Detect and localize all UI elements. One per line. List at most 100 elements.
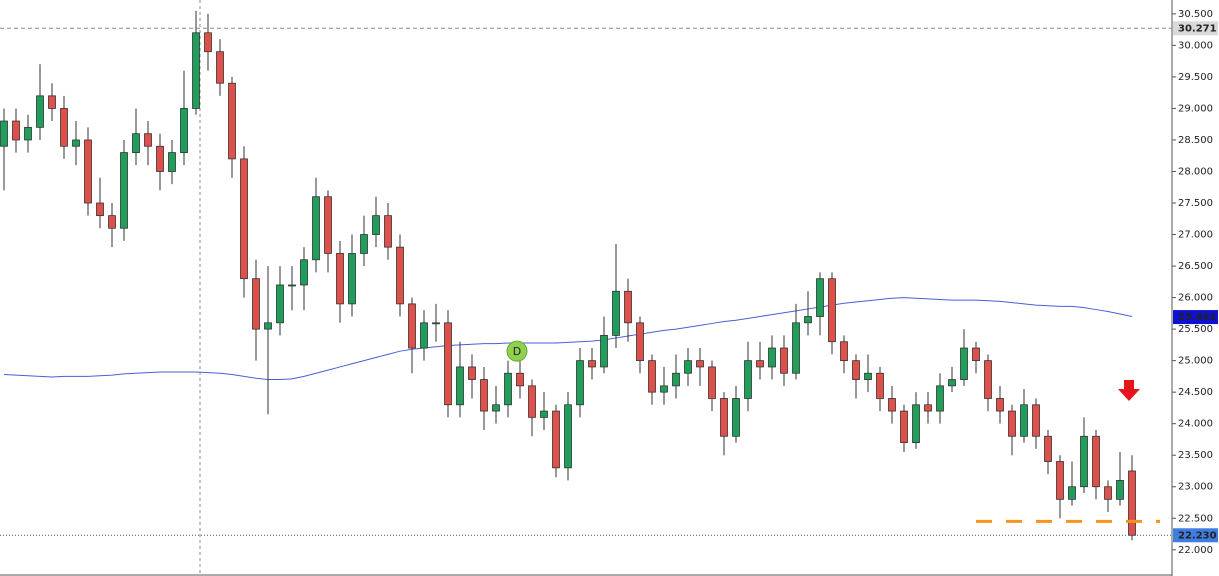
candle-body: [264, 322, 272, 330]
candle-body: [432, 322, 440, 325]
candle-body: [900, 410, 908, 443]
candle-body: [768, 347, 776, 368]
candle-body: [108, 215, 116, 229]
candle-body: [948, 379, 956, 387]
moving-average-line: [3, 297, 1133, 381]
candle-body: [804, 316, 812, 324]
candle-body: [228, 82, 236, 160]
candle-body: [48, 95, 56, 109]
candle-body: [972, 347, 980, 362]
candle-body: [444, 322, 452, 406]
candle-body: [420, 322, 428, 349]
candle-body: [276, 284, 284, 324]
candle-body: [396, 246, 404, 305]
candle-body: [564, 404, 572, 469]
candle-body: [1056, 461, 1064, 500]
y-tick-label: 30.000: [1178, 40, 1213, 51]
candle-body: [12, 120, 20, 141]
candle-body: [384, 215, 392, 248]
candle-body: [1008, 410, 1016, 437]
candle-body: [888, 398, 896, 412]
y-tick-label: 28.500: [1178, 135, 1213, 146]
candle-body: [96, 202, 104, 217]
candle-body: [1068, 486, 1076, 500]
candle-body: [372, 215, 380, 235]
price-label: 22.230: [1178, 530, 1217, 541]
candle-body: [360, 234, 368, 254]
candle-body: [732, 398, 740, 437]
event-marker-label: D: [513, 345, 521, 358]
candle-body: [936, 385, 944, 412]
y-tick-label: 27.000: [1178, 230, 1213, 241]
price-label: 30.271: [1178, 23, 1217, 34]
candle-body: [288, 284, 296, 287]
candle-body: [348, 253, 356, 305]
candle-body: [480, 379, 488, 412]
y-tick-label: 23.500: [1178, 450, 1213, 461]
candle-body: [252, 278, 260, 330]
candle-body: [852, 360, 860, 380]
candle-body: [336, 253, 344, 305]
candle-body: [816, 278, 824, 317]
candle-body: [912, 404, 920, 443]
y-tick-label: 22.000: [1178, 545, 1213, 556]
candle-body: [312, 196, 320, 261]
candle-body: [576, 360, 584, 406]
down-arrow: [1118, 380, 1140, 401]
price-label-box: [1173, 310, 1218, 325]
candle-body: [528, 385, 536, 418]
candle-body: [552, 410, 560, 469]
candle-body: [192, 32, 200, 109]
candle-body: [780, 347, 788, 374]
candle-body: [156, 145, 164, 172]
candle-body: [240, 158, 248, 280]
price-label: 25.691: [1178, 312, 1217, 323]
y-tick-label: 25.000: [1178, 356, 1213, 367]
y-tick-label: 26.000: [1178, 293, 1213, 304]
candle-body: [612, 290, 620, 336]
y-tick-label: 22.500: [1178, 513, 1213, 524]
candle-body: [84, 139, 92, 204]
candle-body: [300, 259, 308, 286]
y-tick-label: 30.500: [1178, 9, 1213, 20]
y-tick-label: 29.500: [1178, 72, 1213, 83]
candle-body: [924, 404, 932, 412]
candle-body: [1128, 470, 1136, 536]
candle-body: [504, 372, 512, 406]
candle-body: [168, 152, 176, 172]
candle-body: [132, 133, 140, 153]
y-tick-label: 28.000: [1178, 166, 1213, 177]
candle-body: [672, 372, 680, 387]
candle-body: [840, 341, 848, 362]
candle-body: [648, 360, 656, 393]
candle-body: [828, 278, 836, 343]
candle-body: [744, 360, 752, 399]
candle-body: [1032, 404, 1040, 437]
price-label-box: [1173, 21, 1218, 36]
y-tick-label: 24.500: [1178, 387, 1213, 398]
candle-body: [588, 360, 596, 368]
y-tick-label: 26.500: [1178, 261, 1213, 272]
y-tick-label: 25.500: [1178, 324, 1213, 335]
event-marker: [506, 340, 528, 362]
candle-body: [0, 120, 8, 147]
candle-body: [204, 32, 212, 53]
candle-body: [984, 360, 992, 399]
candle-body: [864, 372, 872, 380]
candle-body: [216, 51, 224, 84]
candle-body: [36, 95, 44, 128]
candle-body: [144, 133, 152, 147]
candle-body: [600, 335, 608, 368]
y-tick-label: 24.000: [1178, 419, 1213, 430]
candle-body: [120, 152, 128, 229]
candle-body: [1092, 435, 1100, 488]
y-tick-label: 23.000: [1178, 482, 1213, 493]
candle-body: [792, 322, 800, 374]
y-tick-label: 27.500: [1178, 198, 1213, 209]
candle-body: [1080, 435, 1088, 488]
candle-body: [960, 347, 968, 380]
candle-body: [324, 196, 332, 254]
